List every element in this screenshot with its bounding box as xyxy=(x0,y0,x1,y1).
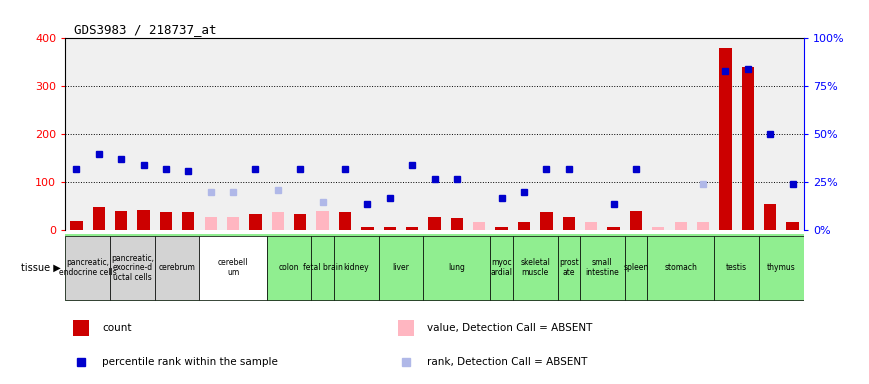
Text: thymus: thymus xyxy=(767,263,796,272)
Text: tissue ▶: tissue ▶ xyxy=(21,263,61,273)
Bar xyxy=(200,236,267,300)
Bar xyxy=(720,48,732,230)
Bar xyxy=(311,236,334,300)
Bar xyxy=(495,227,507,230)
Text: value, Detection Call = ABSENT: value, Detection Call = ABSENT xyxy=(428,323,593,333)
Text: colon: colon xyxy=(279,263,299,272)
Bar xyxy=(137,210,149,230)
Bar xyxy=(110,236,155,300)
Text: percentile rank within the sample: percentile rank within the sample xyxy=(103,357,278,367)
Bar xyxy=(379,236,423,300)
Bar xyxy=(423,236,490,300)
Bar xyxy=(182,212,195,230)
Bar xyxy=(585,227,597,230)
Text: count: count xyxy=(103,323,131,333)
Bar xyxy=(272,212,284,230)
Bar xyxy=(383,227,396,230)
Bar xyxy=(451,218,463,230)
Bar xyxy=(541,212,553,230)
Text: cerebrum: cerebrum xyxy=(159,263,196,272)
Bar xyxy=(398,319,414,336)
Bar xyxy=(115,211,127,230)
Bar xyxy=(316,211,328,230)
Bar xyxy=(562,217,575,230)
Bar xyxy=(339,212,351,230)
Bar xyxy=(473,222,486,230)
Text: pancreatic,
endocrine cells: pancreatic, endocrine cells xyxy=(59,258,116,277)
Text: cerebell
um: cerebell um xyxy=(218,258,249,277)
Bar xyxy=(652,227,665,230)
Text: skeletal
muscle: skeletal muscle xyxy=(521,258,550,277)
Text: prost
ate: prost ate xyxy=(559,258,579,277)
Bar xyxy=(204,217,217,230)
Bar xyxy=(65,236,110,300)
Bar xyxy=(714,236,759,300)
Bar xyxy=(473,227,486,230)
Bar xyxy=(674,222,687,230)
Bar xyxy=(406,227,418,230)
Bar xyxy=(93,207,105,230)
Bar xyxy=(72,319,89,336)
Bar xyxy=(786,222,799,230)
Bar xyxy=(697,222,709,230)
Text: testis: testis xyxy=(726,263,747,272)
Bar xyxy=(607,227,620,230)
Bar xyxy=(267,236,311,300)
Text: small
intestine: small intestine xyxy=(586,258,620,277)
Text: pancreatic,
exocrine-d
uctal cells: pancreatic, exocrine-d uctal cells xyxy=(111,254,154,282)
Bar xyxy=(674,227,687,230)
Text: spleen: spleen xyxy=(623,263,648,272)
Bar xyxy=(490,236,513,300)
Bar xyxy=(558,236,580,300)
Bar xyxy=(764,204,776,230)
Text: rank, Detection Call = ABSENT: rank, Detection Call = ABSENT xyxy=(428,357,587,367)
Text: stomach: stomach xyxy=(664,263,697,272)
Bar xyxy=(647,236,714,300)
Text: myoc
ardial: myoc ardial xyxy=(491,258,513,277)
Bar xyxy=(227,217,239,230)
Bar xyxy=(513,236,558,300)
Text: GDS3983 / 218737_at: GDS3983 / 218737_at xyxy=(74,23,216,36)
Text: lung: lung xyxy=(448,263,465,272)
Bar xyxy=(625,236,647,300)
Bar xyxy=(630,211,642,230)
Bar xyxy=(155,236,200,300)
Bar xyxy=(428,217,441,230)
Bar xyxy=(70,221,83,230)
Bar xyxy=(742,67,754,230)
Text: kidney: kidney xyxy=(343,263,369,272)
Bar xyxy=(580,236,625,300)
Bar xyxy=(249,214,262,230)
Bar xyxy=(759,236,804,300)
Bar xyxy=(652,227,665,230)
Bar xyxy=(362,227,374,230)
Bar xyxy=(585,222,597,230)
Bar xyxy=(160,212,172,230)
Text: fetal brain: fetal brain xyxy=(302,263,342,272)
Bar xyxy=(334,236,379,300)
Bar xyxy=(518,222,530,230)
Text: liver: liver xyxy=(393,263,409,272)
Bar xyxy=(294,214,307,230)
